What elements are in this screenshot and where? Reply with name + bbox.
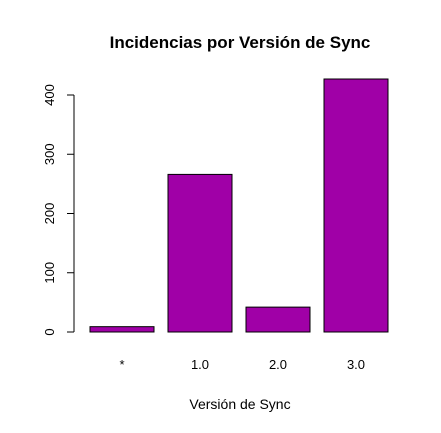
x-tick-label: * — [119, 357, 124, 372]
x-tick-label: 1.0 — [191, 357, 209, 372]
y-tick-label: 400 — [42, 84, 57, 106]
bars-group — [89, 78, 389, 333]
bar-1 — [89, 326, 155, 333]
bar-3 — [245, 306, 311, 333]
y-tick-label: 300 — [42, 143, 57, 165]
bar-4 — [323, 78, 389, 333]
y-tick-label: 100 — [42, 262, 57, 284]
y-tick-label: 200 — [42, 203, 57, 225]
x-tick-labels: * 1.0 2.0 3.0 — [119, 357, 365, 372]
chart-title: Incidencias por Versión de Sync — [110, 33, 371, 52]
y-tick-label: 0 — [42, 328, 57, 335]
x-tick-label: 2.0 — [269, 357, 287, 372]
bar-2 — [167, 173, 233, 333]
y-axis: 0 100 200 300 400 — [42, 84, 75, 336]
x-tick-label: 3.0 — [347, 357, 365, 372]
x-axis-label: Versión de Sync — [189, 396, 290, 412]
